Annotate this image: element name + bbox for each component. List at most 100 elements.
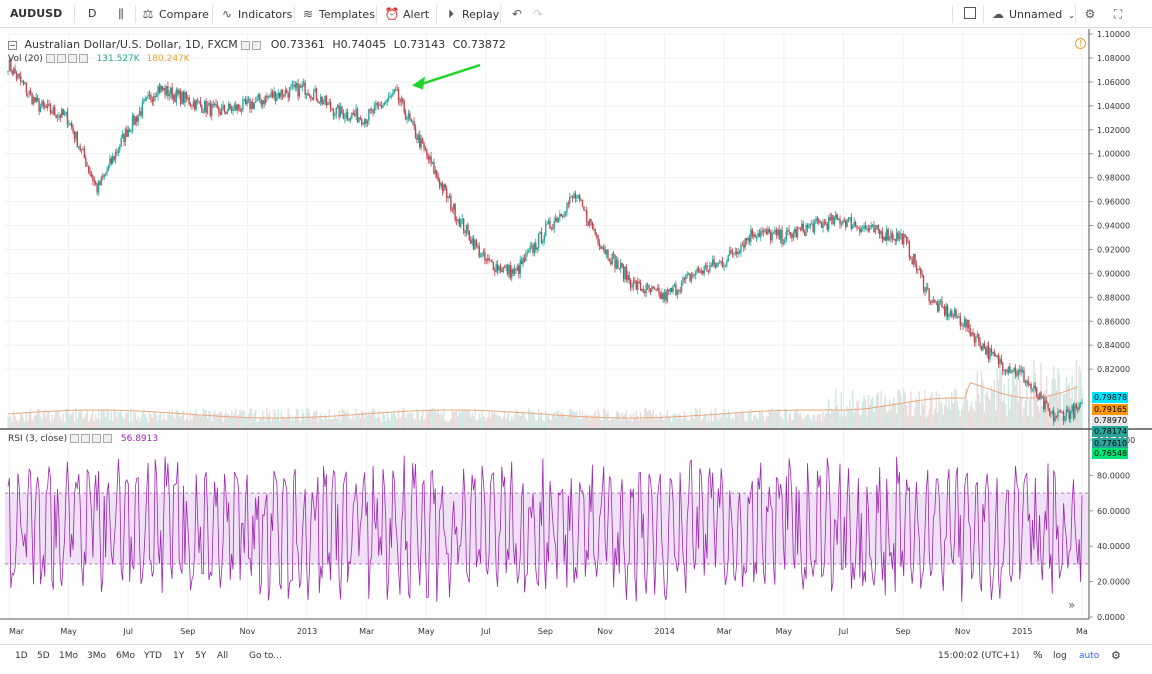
range-button[interactable]: 3Mo [87,651,106,661]
range-button[interactable]: 5D [37,651,50,661]
axes: 1.100001.080001.060001.040001.020001.000… [0,29,1152,636]
candle-body [771,233,773,241]
volume-ma-line [7,382,1078,419]
legend-close-icon[interactable] [67,54,77,63]
legend-settings-icon[interactable] [56,54,66,63]
volume-bar [982,380,984,428]
volume-bar [199,416,202,428]
symbol-search[interactable]: AUDUSD [10,7,63,20]
legend-more-icon[interactable] [78,54,88,63]
volume-bar [195,409,197,428]
volume-bar [533,411,536,428]
candle-body [103,174,105,178]
clock-readout[interactable]: 15:00:02 (UTC+1) [938,651,1020,661]
toolbar-divider [500,5,501,23]
candle-body [441,183,444,192]
clock-warning-icon[interactable]: ! [1075,38,1086,49]
volume-bar [341,409,343,428]
interval-button[interactable]: D [88,7,97,20]
compare-button[interactable]: ⚖ Compare [140,0,209,28]
auto-toggle[interactable]: auto [1079,651,1100,661]
volume-bar [973,411,976,428]
candle-body [89,171,91,174]
volume-bar [757,419,759,428]
legend-settings-icon[interactable] [81,434,91,443]
range-button[interactable]: 5Y [195,651,207,661]
time-tick-label: Jul [480,627,491,636]
candle-body [898,234,901,240]
candle-body [410,119,412,122]
volume-bar [345,413,347,428]
candle-body [553,220,555,229]
indicators-button[interactable]: ∿ Indicators [219,0,292,28]
percent-toggle[interactable]: % [1033,650,1043,661]
range-button[interactable]: 1D [15,651,28,661]
volume-bar [777,409,779,428]
candle-body [962,325,964,327]
candle-body [209,102,212,116]
volume-bar [161,420,163,428]
legend-eye-icon[interactable] [241,40,251,50]
candle-body [1067,409,1069,412]
range-button[interactable]: 1Y [173,651,185,661]
toolbar-divider [135,5,136,23]
settings-button[interactable]: ⚙ [1082,0,1101,28]
replay-button[interactable]: ⏵ Replay [443,0,499,28]
collapse-icon[interactable]: − [8,40,17,50]
volume-bar [361,410,363,428]
candle-body [76,131,79,148]
undo-button[interactable]: ↶ [509,0,528,28]
candle-body [648,285,650,289]
alert-button[interactable]: ⏰ Alert [384,0,430,28]
volume-bar [665,414,667,428]
templates-button[interactable]: ≋ Templates [300,0,375,28]
volume-bar [748,412,751,428]
candle-body [700,270,703,273]
candle-body [21,81,23,82]
candle-body [351,112,353,118]
candle-body [844,220,847,227]
bottom-gear-icon[interactable]: ⚙ [1111,649,1121,662]
volume-bar [857,401,860,428]
volume-bar [471,412,473,428]
candle-body [220,107,223,115]
volume-bar [420,415,422,428]
layout-menu[interactable]: ☁ Unnamed ⌄ [990,0,1075,28]
volume-bar [346,410,349,428]
goto-button[interactable]: Go to... [249,651,282,661]
candle-body [997,355,1000,365]
log-toggle[interactable]: log [1053,651,1067,661]
candle-body [753,234,755,237]
volume-bar [744,420,746,428]
legend-eye-icon[interactable] [70,434,80,443]
volume-bar [540,411,543,428]
volume-bar [454,411,456,428]
candle-body [257,94,260,98]
legend-more-icon[interactable] [103,434,113,443]
fullscreen-checkbox[interactable] [964,7,976,19]
range-button[interactable]: YTD [144,651,162,661]
redo-button[interactable]: ↷ [530,0,549,28]
volume-bar [53,414,56,428]
legend-close-icon[interactable] [92,434,102,443]
scroll-to-realtime-icon[interactable]: » [1068,598,1076,612]
volume-bar [803,417,806,428]
range-button[interactable]: 1Mo [59,651,78,661]
range-button[interactable]: 6Mo [116,651,135,661]
range-button[interactable]: All [217,651,229,661]
chart-style-button[interactable]: ⫼ [113,0,132,28]
candle-body [733,253,735,255]
price-chart[interactable]: 1.100001.080001.060001.040001.020001.000… [0,29,1152,644]
candle-body [635,281,637,290]
candle-body [621,262,623,267]
candle-body [578,195,581,201]
volume-bar [499,415,502,428]
fullscreen-button[interactable]: ⛶ [1110,0,1129,28]
candle-body [644,291,646,294]
candle-body [80,148,83,151]
volume-bar [528,408,530,428]
chevron-down-icon: ⌄ [1068,11,1075,20]
legend-settings-icon[interactable] [252,40,262,50]
legend-eye-icon[interactable] [45,54,55,63]
volume-bar [65,408,67,428]
